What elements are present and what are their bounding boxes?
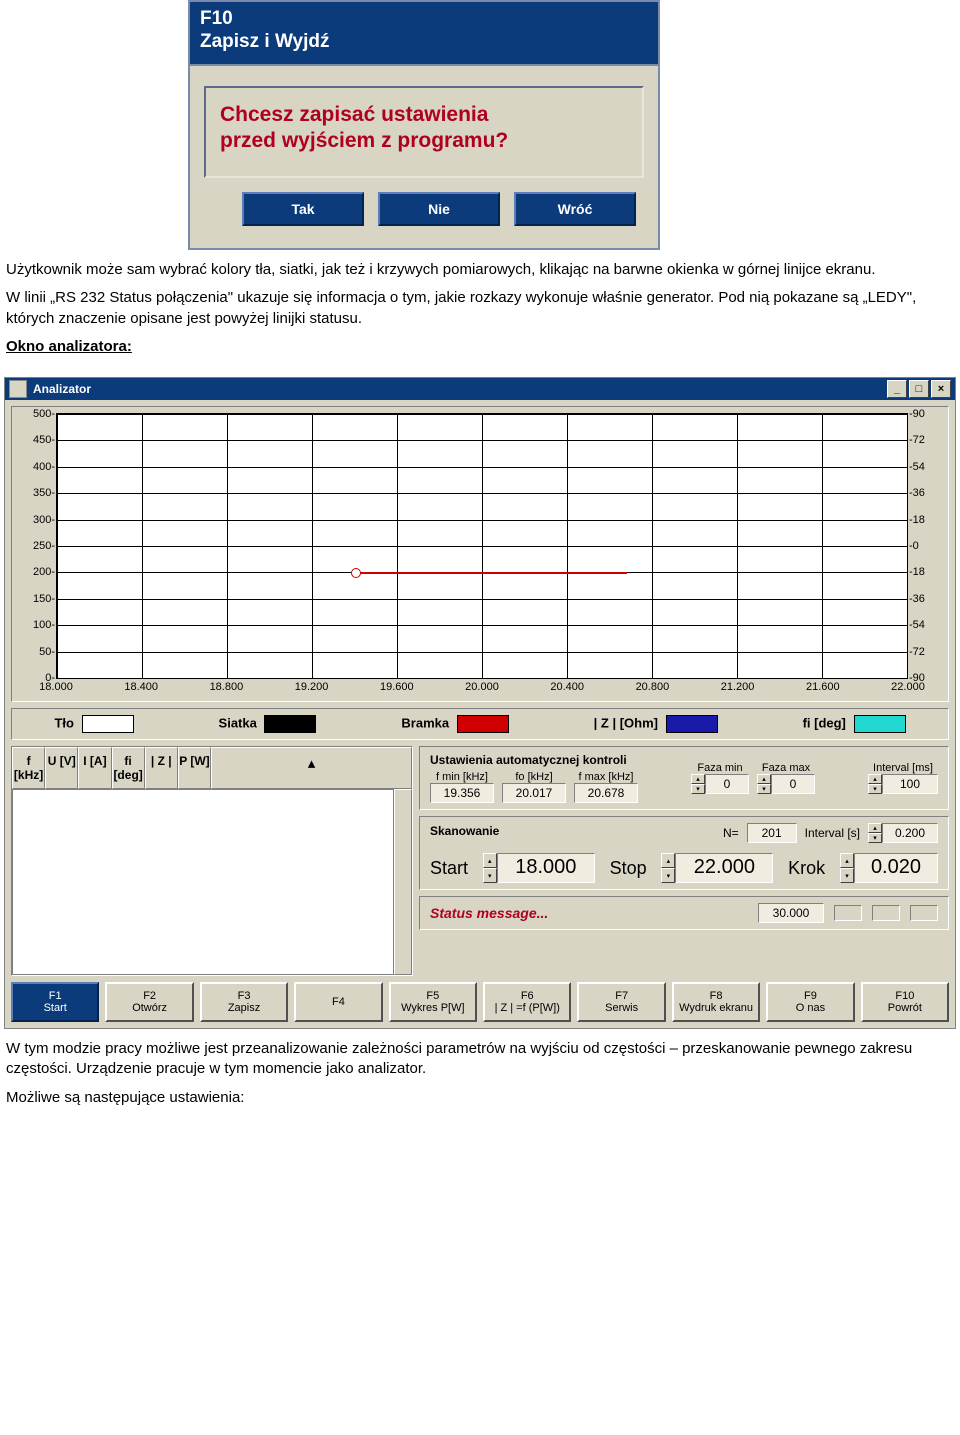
- paragraph-3: W tym modzie pracy możliwe jest przeanal…: [6, 1039, 954, 1080]
- fazamin-down[interactable]: ▾: [691, 784, 705, 794]
- interval-ms-input[interactable]: 100: [882, 774, 938, 794]
- table-scroll-up[interactable]: ▴: [211, 747, 412, 789]
- tlo-swatch[interactable]: [82, 715, 134, 733]
- fazamin-input[interactable]: 0: [705, 774, 749, 794]
- fkey-f3[interactable]: F3Zapisz: [200, 982, 288, 1022]
- paragraph-1: Użytkownik może sam wybrać kolory tła, s…: [6, 260, 954, 280]
- stop-down[interactable]: ▾: [661, 868, 675, 883]
- status-led-1: [834, 905, 862, 921]
- tlo-label: Tło: [54, 716, 74, 731]
- color-swatch-bar: Tło Siatka Bramka | Z | [Ohm] fi [deg]: [11, 708, 949, 740]
- back-button[interactable]: Wróć: [514, 192, 636, 226]
- fkey-f6[interactable]: F6| Z | =f (P[W]): [483, 982, 571, 1022]
- confirm-dialog: F10 Zapisz i Wyjdź Chcesz zapisać ustawi…: [188, 0, 660, 250]
- auto-control-panel: Ustawienia automatycznej kontroli f min …: [419, 746, 949, 810]
- fkey-f4[interactable]: F4: [294, 982, 382, 1022]
- titlebar: Analizator _ □ ×: [5, 378, 955, 400]
- bramka-swatch[interactable]: [457, 715, 509, 733]
- paragraph-4: Możliwe są następujące ustawienia:: [6, 1088, 954, 1108]
- fkey-f9[interactable]: F9O nas: [766, 982, 854, 1022]
- status-message: Status message...: [430, 905, 548, 921]
- scan-start-input[interactable]: 18.000: [497, 853, 595, 883]
- fkey-f2[interactable]: F2Otwórz: [105, 982, 193, 1022]
- fkey-f7[interactable]: F7Serwis: [577, 982, 665, 1022]
- analyzer-window: Analizator _ □ × 500-450-400-350-300-250…: [4, 377, 956, 1029]
- close-button[interactable]: ×: [931, 380, 951, 398]
- fkey-f10[interactable]: F10Powrót: [861, 982, 949, 1022]
- minimize-button[interactable]: _: [887, 380, 907, 398]
- yes-button[interactable]: Tak: [242, 192, 364, 226]
- paragraph-2: W linii „RS 232 Status połączenia" ukazu…: [6, 288, 954, 329]
- z-label: | Z | [Ohm]: [594, 716, 658, 731]
- table-header[interactable]: | Z |: [145, 747, 178, 789]
- table-body: [12, 789, 394, 975]
- function-key-bar: F1StartF2OtwórzF3ZapiszF4F5Wykres P[W]F6…: [5, 976, 955, 1028]
- table-header[interactable]: U [V]: [45, 747, 78, 789]
- status-led-3: [910, 905, 938, 921]
- chart-pane: 500-450-400-350-300-250-200-150-100-50-0…: [11, 406, 949, 702]
- heading-okno: Okno analizatora:: [6, 338, 132, 355]
- status-led-2: [872, 905, 900, 921]
- stop-up[interactable]: ▴: [661, 853, 675, 868]
- start-up[interactable]: ▴: [483, 853, 497, 868]
- status-value: 30.000: [758, 903, 824, 923]
- no-button[interactable]: Nie: [378, 192, 500, 226]
- fkey-f5[interactable]: F5Wykres P[W]: [389, 982, 477, 1022]
- table-header[interactable]: f [kHz]: [12, 747, 45, 789]
- app-icon: [9, 380, 27, 398]
- interval-s-input[interactable]: 0.200: [882, 823, 938, 843]
- x-axis-labels: 18.00018.40018.80019.20019.60020.00020.4…: [56, 681, 908, 697]
- fo-input[interactable]: 20.017: [502, 783, 566, 803]
- table-header[interactable]: fi [deg]: [112, 747, 145, 789]
- start-down[interactable]: ▾: [483, 868, 497, 883]
- results-table: f [kHz]U [V]I [A]fi [deg]| Z |P [W] ▴: [11, 746, 413, 976]
- fkey-f8[interactable]: F8Wydruk ekranu: [672, 982, 760, 1022]
- dialog-title: F10 Zapisz i Wyjdź: [190, 2, 658, 66]
- fazamax-down[interactable]: ▾: [757, 784, 771, 794]
- fazamax-input[interactable]: 0: [771, 774, 815, 794]
- window-title: Analizator: [33, 382, 91, 396]
- n-input[interactable]: 201: [747, 823, 797, 843]
- dialog-body: Chcesz zapisać ustawienia przed wyjściem…: [204, 86, 644, 179]
- krok-down[interactable]: ▾: [840, 868, 854, 883]
- fmin-input[interactable]: 19.356: [430, 783, 494, 803]
- fi-label: fi [deg]: [803, 716, 846, 731]
- table-header[interactable]: P [W]: [178, 747, 211, 789]
- interval-ms-down[interactable]: ▾: [868, 784, 882, 794]
- z-swatch[interactable]: [666, 715, 718, 733]
- fazamax-up[interactable]: ▴: [757, 774, 771, 784]
- krok-up[interactable]: ▴: [840, 853, 854, 868]
- scanning-panel: Skanowanie N= 201 Interval [s] ▴▾ 0.200 …: [419, 816, 949, 890]
- dialog-title-line1: F10: [200, 8, 648, 31]
- fkey-f1[interactable]: F1Start: [11, 982, 99, 1022]
- interval-s-down[interactable]: ▾: [868, 833, 882, 843]
- table-scrollbar[interactable]: [394, 789, 412, 975]
- siatka-swatch[interactable]: [264, 715, 316, 733]
- bramka-label: Bramka: [401, 716, 449, 731]
- table-header[interactable]: I [A]: [78, 747, 111, 789]
- siatka-label: Siatka: [219, 716, 257, 731]
- fmax-input[interactable]: 20.678: [574, 783, 638, 803]
- chart-grid: 500-450-400-350-300-250-200-150-100-50-0…: [56, 413, 908, 679]
- dialog-title-line2: Zapisz i Wyjdź: [200, 31, 648, 54]
- status-panel: Status message... 30.000: [419, 896, 949, 930]
- auto-title: Ustawienia automatycznej kontroli: [430, 753, 638, 767]
- fi-swatch[interactable]: [854, 715, 906, 733]
- maximize-button[interactable]: □: [909, 380, 929, 398]
- fazamin-up[interactable]: ▴: [691, 774, 705, 784]
- scan-krok-input[interactable]: 0.020: [854, 853, 938, 883]
- scan-stop-input[interactable]: 22.000: [675, 853, 773, 883]
- interval-s-up[interactable]: ▴: [868, 823, 882, 833]
- interval-ms-up[interactable]: ▴: [868, 774, 882, 784]
